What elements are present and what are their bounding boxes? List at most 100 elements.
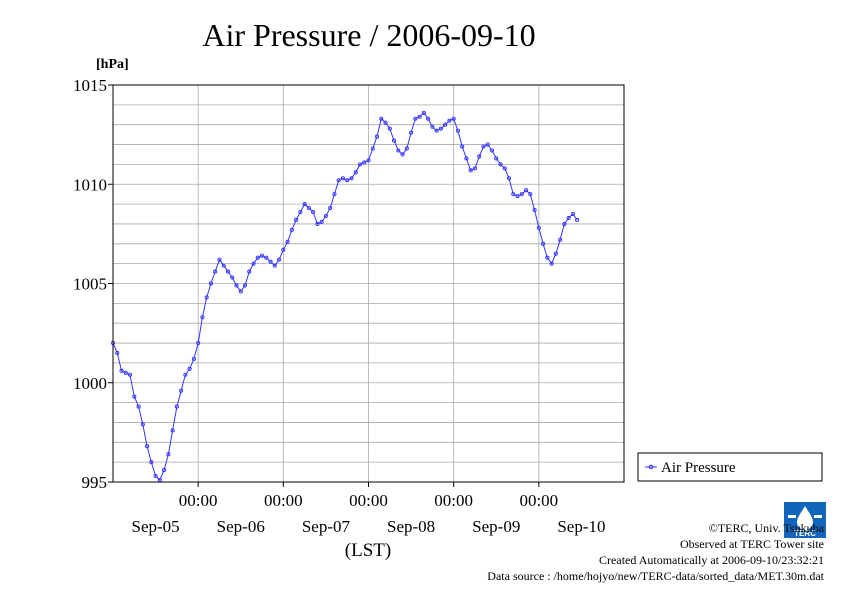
data-point (549, 261, 554, 266)
x-tick-time-label: 00:00 (264, 491, 303, 510)
data-point (472, 166, 478, 171)
data-point (413, 116, 418, 121)
data-point (421, 110, 426, 115)
data-point (208, 281, 213, 286)
data-point (123, 370, 128, 375)
data-point (196, 340, 201, 346)
data-point (383, 120, 388, 125)
data-point (506, 176, 512, 181)
data-point (247, 269, 252, 274)
data-point (306, 206, 311, 211)
series-air-pressure (110, 110, 580, 483)
data-point (242, 283, 248, 288)
data-source-text: Data source : /home/hojyo/new/TERC-data/… (487, 569, 824, 583)
data-point (259, 253, 265, 258)
data-point (460, 144, 465, 149)
data-point (511, 192, 516, 197)
x-tick-day-label: Sep-08 (387, 517, 435, 536)
data-point (481, 144, 486, 149)
data-point (145, 444, 150, 449)
y-tick-label: 1015 (73, 76, 107, 95)
y-tick-label: 1000 (73, 374, 107, 393)
data-point (570, 211, 575, 217)
data-point (443, 122, 448, 127)
data-point (204, 295, 209, 300)
data-point (417, 114, 422, 119)
legend-box (637, 452, 823, 482)
data-point (558, 237, 563, 242)
data-point (187, 366, 192, 371)
data-point (566, 215, 571, 221)
data-point (127, 372, 133, 377)
data-point (498, 162, 503, 167)
data-point (302, 202, 307, 207)
chart-title: Air Pressure / 2006-09-10 (202, 17, 535, 53)
data-point (464, 156, 469, 161)
data-point (281, 247, 286, 252)
data-point (315, 221, 320, 226)
data-point (213, 269, 218, 274)
data-point (374, 134, 380, 139)
data-point (434, 128, 439, 133)
data-point (575, 217, 580, 223)
data-point (400, 152, 405, 157)
data-point (294, 217, 299, 223)
data-point (541, 241, 546, 246)
data-point (409, 130, 414, 135)
x-tick-time-label: 00:00 (179, 491, 218, 510)
data-point (545, 255, 550, 260)
data-point (217, 257, 222, 262)
x-tick-time-label: 00:00 (349, 491, 388, 510)
terc-logo-icon: TERC (784, 502, 826, 538)
y-tick-label: 1010 (73, 175, 107, 194)
data-point (166, 452, 171, 457)
data-point (136, 404, 141, 409)
data-point (221, 263, 226, 268)
data-point (230, 275, 235, 280)
x-tick-time-label: 00:00 (434, 491, 473, 510)
series-line (112, 112, 578, 481)
data-point (119, 368, 124, 373)
data-point (289, 227, 294, 232)
axes: 995100010051010101500:00Sep-0500:00Sep-0… (73, 76, 606, 536)
legend: Air Pressure (637, 452, 823, 482)
data-point (174, 404, 179, 409)
data-point (438, 126, 443, 131)
data-point (238, 289, 243, 294)
data-point (532, 208, 537, 213)
y-unit-label: [hPa] (96, 57, 129, 72)
data-point (272, 263, 277, 268)
data-point (494, 156, 499, 161)
x-tick-day-label: Sep-09 (472, 517, 520, 536)
data-point (191, 356, 196, 361)
data-point (183, 372, 188, 377)
x-tick-time-label: 00:00 (519, 491, 558, 510)
data-point (162, 468, 167, 473)
data-point (468, 168, 473, 173)
data-point (553, 251, 558, 256)
data-point (149, 460, 154, 465)
data-point (255, 255, 260, 260)
created-text: Created Automatically at 2006-09-10/23:3… (599, 553, 824, 567)
data-point (268, 259, 273, 264)
data-point (430, 124, 435, 129)
data-point (140, 422, 145, 427)
data-point (200, 315, 205, 320)
svg-text:TERC: TERC (794, 529, 816, 538)
x-tick-day-label: Sep-10 (557, 517, 605, 536)
data-point (170, 428, 175, 433)
grid (113, 85, 624, 482)
data-point (311, 209, 316, 215)
data-point (451, 116, 456, 121)
x-tick-day-label: Sep-05 (131, 517, 179, 536)
data-point (426, 116, 431, 121)
data-point (132, 394, 137, 399)
data-point (519, 192, 524, 197)
data-point (404, 146, 409, 151)
data-point (115, 350, 120, 356)
data-point (285, 239, 290, 244)
data-point (153, 473, 158, 479)
legend-label: Air Pressure (661, 460, 736, 476)
data-point (336, 178, 341, 183)
